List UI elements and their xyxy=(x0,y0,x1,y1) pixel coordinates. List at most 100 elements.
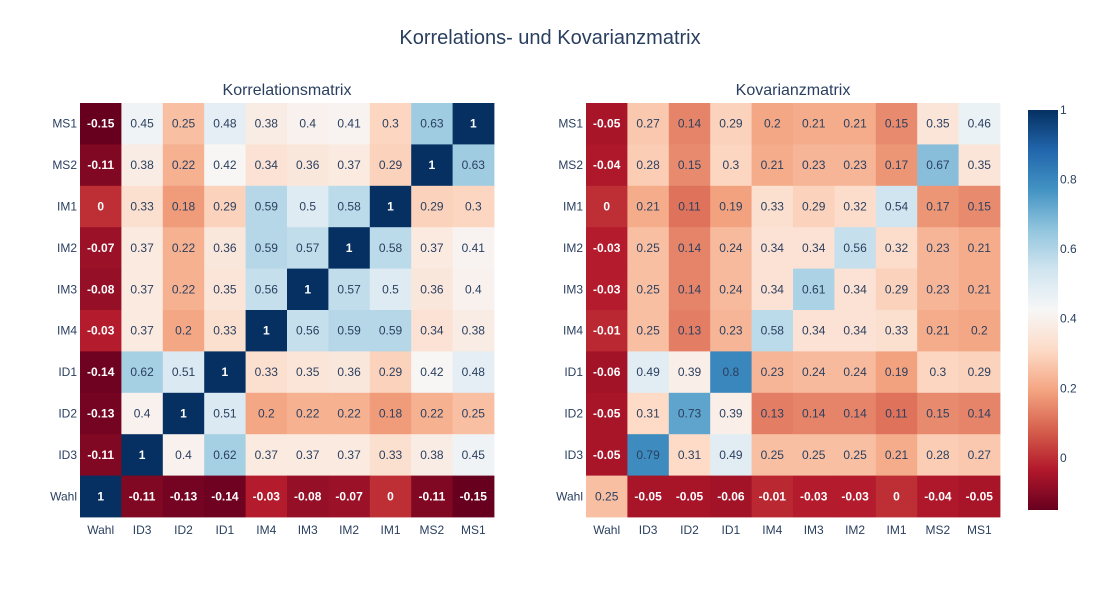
heatmap-cell xyxy=(411,103,453,145)
heatmap-cell xyxy=(627,434,670,476)
cell-value-label: 0.63 xyxy=(420,117,444,131)
heatmap-cell xyxy=(834,310,877,352)
cell-value-label: 0.29 xyxy=(420,200,444,214)
cell-value-label: 1 xyxy=(139,448,146,462)
cell-value-label: 0.14 xyxy=(678,241,702,255)
y-tick-label: ID2 xyxy=(58,407,77,421)
heatmap-cell xyxy=(710,103,752,145)
cell-value-label: 0.2 xyxy=(258,407,275,421)
cell-value-label: 0.29 xyxy=(968,365,992,379)
heatmap-cell xyxy=(958,434,1001,476)
heatmap-cell xyxy=(287,392,329,435)
cell-value-label: 0.42 xyxy=(213,158,237,172)
cell-value-label: 0.38 xyxy=(462,324,486,338)
cell-value-label: 0.17 xyxy=(885,158,909,172)
cell-value-label: 0.4 xyxy=(175,448,192,462)
cell-value-label: 0.4 xyxy=(299,117,316,131)
heatmap-cell xyxy=(668,434,711,476)
heatmap-cell xyxy=(958,392,1001,435)
cell-value-label: 0.23 xyxy=(802,158,826,172)
cell-value-label: 0.21 xyxy=(636,200,660,214)
cell-value-label: 0.35 xyxy=(296,365,320,379)
cell-value-label: 0 xyxy=(893,489,900,503)
cell-value-label: 0.33 xyxy=(213,324,237,338)
x-tick-label: MS2 xyxy=(420,523,445,537)
cell-value-label: 0.45 xyxy=(130,117,154,131)
cell-value-label: -0.03 xyxy=(253,489,281,503)
cell-value-label: 0.29 xyxy=(213,200,237,214)
heatmap-cell xyxy=(369,475,412,518)
heatmap-cell xyxy=(917,351,959,394)
cell-value-label: 1 xyxy=(180,407,187,421)
cell-value-label: 0.41 xyxy=(462,241,486,255)
x-tick-label: Wahl xyxy=(593,523,620,537)
heatmap-cell xyxy=(369,268,412,311)
cell-value-label: 0.22 xyxy=(172,241,196,255)
heatmap-cell xyxy=(80,475,122,518)
heatmap-cell xyxy=(204,144,246,187)
heatmap-cell xyxy=(287,268,329,311)
cell-value-label: 0.32 xyxy=(885,241,909,255)
heatmap-cell xyxy=(751,392,794,435)
heatmap-cell xyxy=(834,185,877,228)
x-tick-label: Wahl xyxy=(87,523,114,537)
cell-value-label: 0.49 xyxy=(636,365,660,379)
y-tick-label: ID3 xyxy=(564,448,583,462)
heatmap-cell xyxy=(793,392,835,435)
cell-value-label: 0.13 xyxy=(761,407,785,421)
cell-value-label: -0.11 xyxy=(129,489,156,503)
cell-value-label: -0.05 xyxy=(593,117,621,131)
heatmap-cell xyxy=(452,185,495,228)
heatmap-cell xyxy=(751,268,794,311)
heatmap-cell xyxy=(245,268,288,311)
heatmap-cell xyxy=(452,268,495,311)
x-tick-label: IM4 xyxy=(762,523,782,537)
heatmap-cell xyxy=(204,185,246,228)
cell-value-label: -0.05 xyxy=(676,489,704,503)
cell-value-label: 0.57 xyxy=(296,241,320,255)
heatmap-cell xyxy=(586,268,628,311)
heatmap-cell xyxy=(80,268,122,311)
x-tick-label: ID3 xyxy=(133,523,152,537)
heatmap-cell xyxy=(80,351,122,394)
cell-value-label: 0.33 xyxy=(255,365,279,379)
heatmap-cell xyxy=(411,310,453,352)
cell-value-label: 1 xyxy=(429,158,436,172)
heatmap-cell xyxy=(834,103,877,145)
heatmap-cell xyxy=(411,268,453,311)
x-tick-label: ID1 xyxy=(216,523,235,537)
cell-value-label: 0.2 xyxy=(971,324,988,338)
x-tick-label: IM1 xyxy=(886,523,906,537)
cell-value-label: -0.04 xyxy=(924,489,952,503)
cell-value-label: -0.13 xyxy=(87,407,115,421)
heatmap-cell xyxy=(958,103,1001,145)
heatmap-cell xyxy=(287,351,329,394)
cell-value-label: 0.24 xyxy=(719,282,743,296)
cell-value-label: 0.14 xyxy=(802,407,826,421)
cell-value-label: 0.28 xyxy=(636,158,660,172)
heatmap-cell xyxy=(369,310,412,352)
heatmap-cell xyxy=(452,475,495,518)
x-tick-label: IM3 xyxy=(298,523,318,537)
cell-value-label: 0.34 xyxy=(843,282,867,296)
heatmap-cell xyxy=(80,227,122,269)
cell-value-label: 0.34 xyxy=(761,282,785,296)
cell-value-label: -0.05 xyxy=(634,489,662,503)
cell-value-label: 0.22 xyxy=(420,407,444,421)
cell-value-label: 0.33 xyxy=(379,448,403,462)
cell-value-label: 0.58 xyxy=(337,200,361,214)
cell-value-label: 0.56 xyxy=(296,324,320,338)
cell-value-label: 0.33 xyxy=(885,324,909,338)
cell-value-label: 0.34 xyxy=(420,324,444,338)
heatmap-cell xyxy=(668,144,711,187)
heatmap-cell xyxy=(875,268,918,311)
heatmap-cell xyxy=(80,310,122,352)
cell-value-label: 0.25 xyxy=(843,448,867,462)
cell-value-label: 0.34 xyxy=(255,158,279,172)
cell-value-label: 0.34 xyxy=(802,241,826,255)
heatmap-cell xyxy=(668,227,711,269)
cell-value-label: 0.34 xyxy=(843,324,867,338)
heatmap-cell xyxy=(287,310,329,352)
heatmap-cell xyxy=(751,227,794,269)
heatmap-cell xyxy=(204,434,246,476)
